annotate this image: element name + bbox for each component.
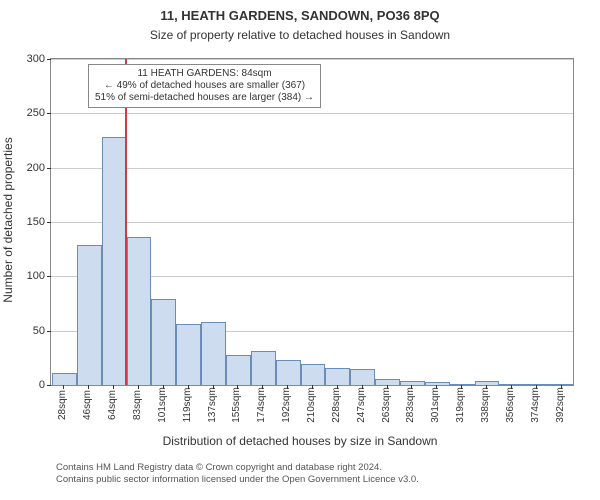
histogram-bar — [325, 368, 350, 385]
x-tick-label: 137sqm — [207, 387, 218, 423]
footnote-line: Contains HM Land Registry data © Crown c… — [56, 462, 419, 474]
y-tick-label: 200 — [27, 162, 51, 174]
y-axis-label: Number of detached properties — [1, 137, 15, 302]
annotation-box: 11 HEATH GARDENS: 84sqm← 49% of detached… — [88, 64, 321, 108]
x-tick-label: 28sqm — [57, 390, 68, 420]
histogram-bar — [151, 299, 176, 385]
x-tick-label: 46sqm — [82, 390, 93, 420]
x-tick-label: 301sqm — [430, 387, 441, 423]
x-tick-label: 83sqm — [132, 390, 143, 420]
data-source-footnote: Contains HM Land Registry data © Crown c… — [56, 462, 419, 487]
x-tick-mark — [113, 385, 114, 389]
chart-container: { "chart": { "type": "histogram", "title… — [0, 0, 600, 500]
annotation-line: 11 HEATH GARDENS: 84sqm — [95, 68, 314, 80]
x-tick-mark — [138, 385, 139, 389]
histogram-bar — [350, 369, 375, 385]
chart-subtitle: Size of property relative to detached ho… — [0, 28, 600, 42]
footnote-line: Contains public sector information licen… — [56, 474, 419, 486]
y-tick-label: 250 — [27, 107, 51, 119]
x-tick-label: 338sqm — [480, 387, 491, 423]
y-tick-label: 50 — [33, 325, 51, 337]
x-tick-label: 174sqm — [256, 387, 267, 423]
y-tick-label: 100 — [27, 270, 51, 282]
x-tick-mark — [63, 385, 64, 389]
x-tick-label: 247sqm — [356, 387, 367, 423]
x-tick-label: 101sqm — [157, 387, 168, 423]
histogram-bar — [251, 351, 276, 385]
gridline — [51, 168, 573, 169]
chart-title: 11, HEATH GARDENS, SANDOWN, PO36 8PQ — [0, 8, 600, 23]
x-tick-label: 228sqm — [331, 387, 342, 423]
histogram-bar — [226, 355, 251, 385]
histogram-bar — [102, 137, 127, 385]
gridline — [51, 59, 573, 60]
y-tick-label: 0 — [39, 379, 51, 391]
annotation-line: 51% of semi-detached houses are larger (… — [95, 92, 314, 104]
x-tick-label: 392sqm — [555, 387, 566, 423]
x-tick-label: 210sqm — [306, 387, 317, 423]
x-tick-label: 155sqm — [231, 387, 242, 423]
x-tick-mark — [88, 385, 89, 389]
histogram-bar — [499, 384, 524, 385]
histogram-bar — [52, 373, 77, 385]
x-tick-label: 64sqm — [107, 390, 118, 420]
annotation-line: ← 49% of detached houses are smaller (36… — [95, 80, 314, 92]
histogram-bar — [201, 322, 226, 385]
x-tick-label: 119sqm — [182, 388, 193, 423]
histogram-bar — [127, 237, 152, 385]
y-tick-label: 150 — [27, 216, 51, 228]
x-tick-label: 374sqm — [530, 387, 541, 423]
histogram-bar — [176, 324, 201, 385]
gridline — [51, 113, 573, 114]
x-tick-label: 356sqm — [505, 387, 516, 423]
histogram-bar — [276, 360, 301, 385]
x-tick-label: 283sqm — [405, 387, 416, 423]
x-tick-label: 263sqm — [381, 387, 392, 423]
x-tick-label: 192sqm — [281, 387, 292, 423]
histogram-bar — [301, 364, 326, 385]
gridline — [51, 222, 573, 223]
x-axis-label: Distribution of detached houses by size … — [0, 434, 600, 448]
y-tick-label: 300 — [27, 53, 51, 65]
histogram-bar — [77, 245, 102, 385]
x-tick-label: 319sqm — [455, 387, 466, 423]
